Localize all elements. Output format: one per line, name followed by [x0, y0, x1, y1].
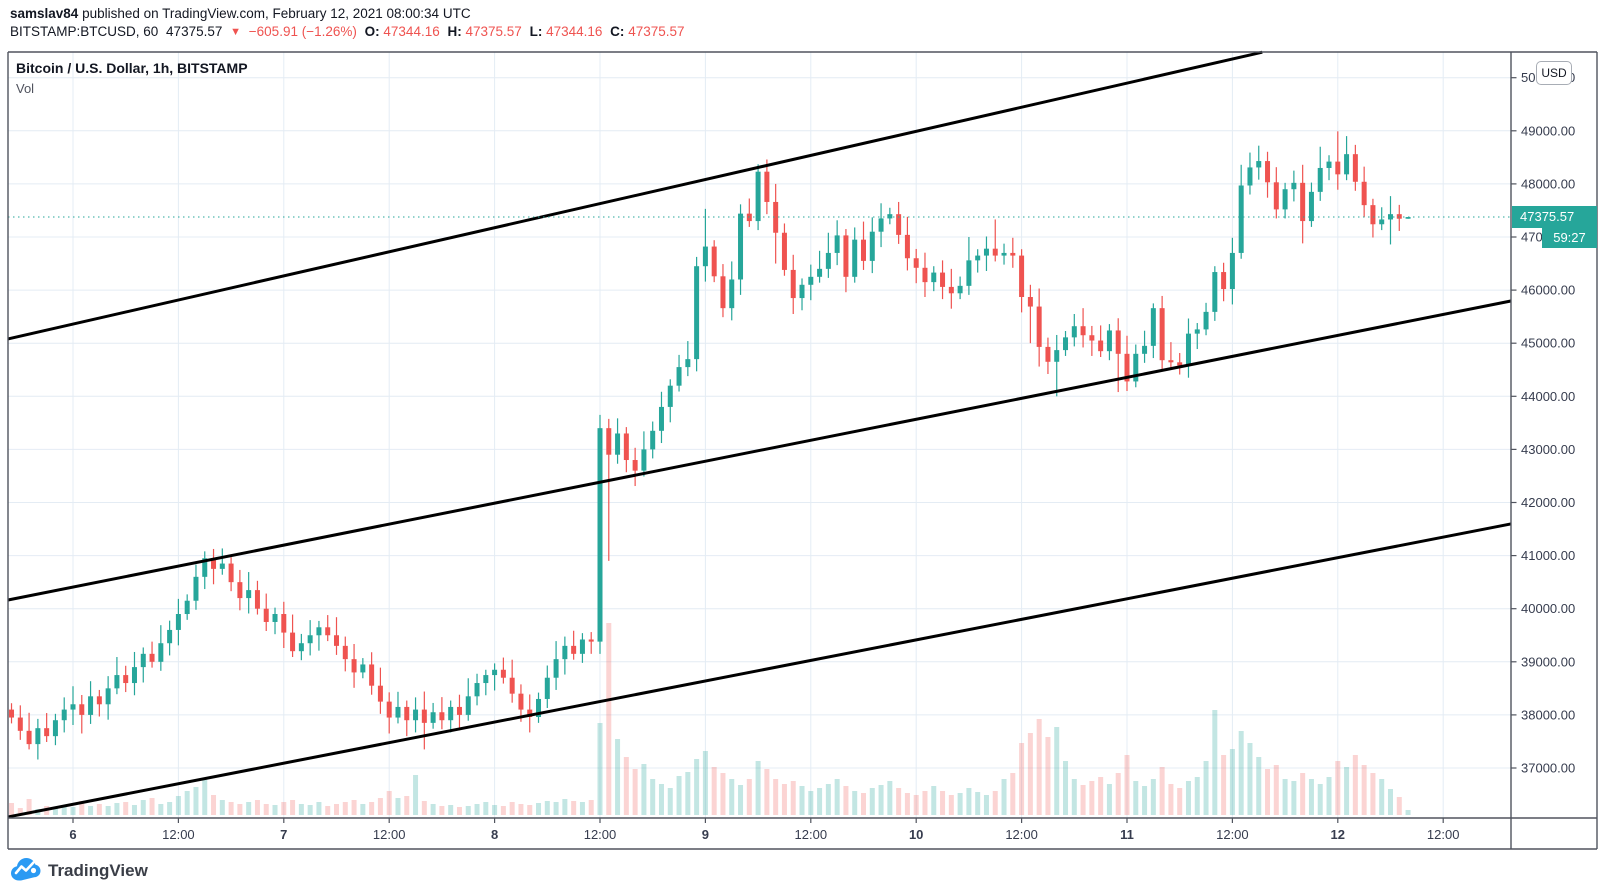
channel-top — [7, 50, 1263, 341]
close-value: 47375.57 — [628, 24, 685, 39]
svg-text:9: 9 — [702, 827, 709, 842]
channel-middle — [7, 299, 1512, 602]
published-text: published on TradingView.com, February 1… — [82, 6, 471, 21]
low-value: 47344.16 — [546, 24, 603, 39]
low-label: L: — [529, 24, 543, 39]
svg-text:12: 12 — [1331, 827, 1345, 842]
price-change: −605.91 (−1.26%) — [248, 24, 357, 39]
candle-countdown-badge: 59:27 — [1542, 228, 1597, 248]
volume-bars — [9, 623, 1411, 815]
svg-text:12:00: 12:00 — [1005, 827, 1038, 842]
chart-frame — [7, 51, 1598, 850]
high-value: 47375.57 — [465, 24, 522, 39]
tradingview-brand-text: TradingView — [48, 861, 148, 880]
svg-text:44000.00: 44000.00 — [1521, 389, 1575, 404]
open-value: 47344.16 — [383, 24, 440, 39]
chart-legend: Bitcoin / U.S. Dollar, 1h, BITSTAMP Vol — [16, 59, 248, 98]
close-label: C: — [610, 24, 625, 39]
tradingview-logo-icon — [10, 855, 41, 887]
currency-toggle-button[interactable]: USD — [1536, 61, 1572, 85]
legend-volume-indicator[interactable]: Vol — [16, 81, 35, 96]
svg-text:38000.00: 38000.00 — [1521, 707, 1575, 722]
svg-text:12:00: 12:00 — [373, 827, 406, 842]
svg-text:12:00: 12:00 — [584, 827, 617, 842]
symbol-status-row: BITSTAMP:BTCUSD, 60 47375.57 ▼ −605.91 (… — [10, 24, 689, 39]
svg-text:46000.00: 46000.00 — [1521, 283, 1575, 298]
trend-channel-lines[interactable] — [7, 50, 1512, 819]
last-price: 47375.57 — [166, 24, 223, 39]
svg-text:40000.00: 40000.00 — [1521, 601, 1575, 616]
svg-text:12:00: 12:00 — [1427, 827, 1460, 842]
high-label: H: — [447, 24, 462, 39]
svg-text:43000.00: 43000.00 — [1521, 442, 1575, 457]
time-scale[interactable] — [8, 818, 1511, 849]
svg-text:39000.00: 39000.00 — [1521, 654, 1575, 669]
svg-text:48000.00: 48000.00 — [1521, 176, 1575, 191]
last-price-badge: 47375.57 — [1512, 206, 1597, 228]
channel-bottom — [7, 522, 1512, 819]
candles — [9, 131, 1411, 760]
tradingview-attribution[interactable]: TradingView — [10, 854, 148, 888]
publish-header: samslav84 published on TradingView.com, … — [10, 5, 471, 23]
svg-text:12:00: 12:00 — [795, 827, 828, 842]
open-label: O: — [364, 24, 380, 39]
author-name: samslav84 — [10, 6, 79, 21]
symbol-name: BITSTAMP:BTCUSD, 60 — [10, 24, 159, 39]
svg-text:10: 10 — [909, 827, 923, 842]
price-scale[interactable] — [1511, 52, 1597, 818]
svg-text:7: 7 — [280, 827, 287, 842]
svg-text:41000.00: 41000.00 — [1521, 548, 1575, 563]
svg-text:45000.00: 45000.00 — [1521, 336, 1575, 351]
legend-symbol-title[interactable]: Bitcoin / U.S. Dollar, 1h, BITSTAMP — [16, 60, 248, 76]
svg-text:12:00: 12:00 — [1216, 827, 1249, 842]
svg-text:42000.00: 42000.00 — [1521, 495, 1575, 510]
svg-text:49000.00: 49000.00 — [1521, 123, 1575, 138]
svg-text:37000.00: 37000.00 — [1521, 761, 1575, 776]
svg-text:8: 8 — [491, 827, 498, 842]
svg-text:12:00: 12:00 — [162, 827, 195, 842]
down-arrow-icon: ▼ — [230, 26, 242, 38]
chart-canvas[interactable]: 50000.0049000.0048000.0047000.0046000.00… — [0, 0, 1600, 860]
svg-text:11: 11 — [1120, 827, 1134, 842]
svg-text:6: 6 — [69, 827, 76, 842]
axis-labels: 50000.0049000.0048000.0047000.0046000.00… — [69, 70, 1575, 842]
